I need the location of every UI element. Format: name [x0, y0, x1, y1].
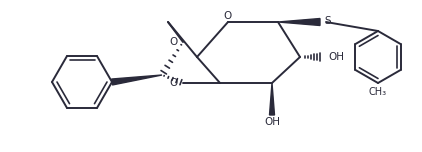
- Text: O: O: [224, 11, 232, 21]
- Text: O: O: [170, 78, 178, 88]
- Text: O: O: [170, 37, 178, 47]
- Text: OH: OH: [264, 117, 280, 127]
- Text: OH: OH: [328, 52, 344, 62]
- Polygon shape: [278, 19, 320, 26]
- Text: S: S: [324, 16, 330, 26]
- Polygon shape: [270, 83, 274, 115]
- Text: CH₃: CH₃: [369, 87, 387, 97]
- Polygon shape: [111, 75, 162, 85]
